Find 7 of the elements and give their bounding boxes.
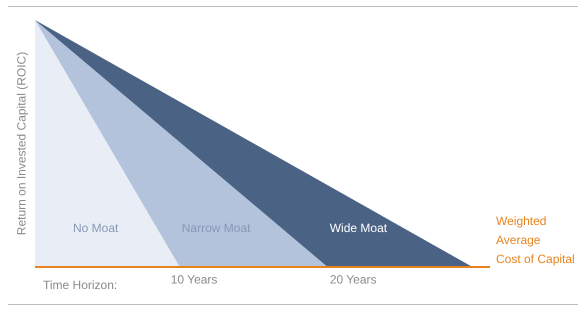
y-axis-title: Return on Invested Capital (ROIC) [14, 52, 28, 236]
series-label: No Moat [73, 221, 120, 235]
x-axis-title: Time Horizon: [43, 278, 118, 292]
x-tick-label: 20 Years [330, 272, 377, 287]
text: Weighted Average Cost of Capital [496, 214, 575, 266]
series-label: Wide Moat [330, 221, 388, 235]
x-tick-label: 10 Years [170, 272, 218, 287]
